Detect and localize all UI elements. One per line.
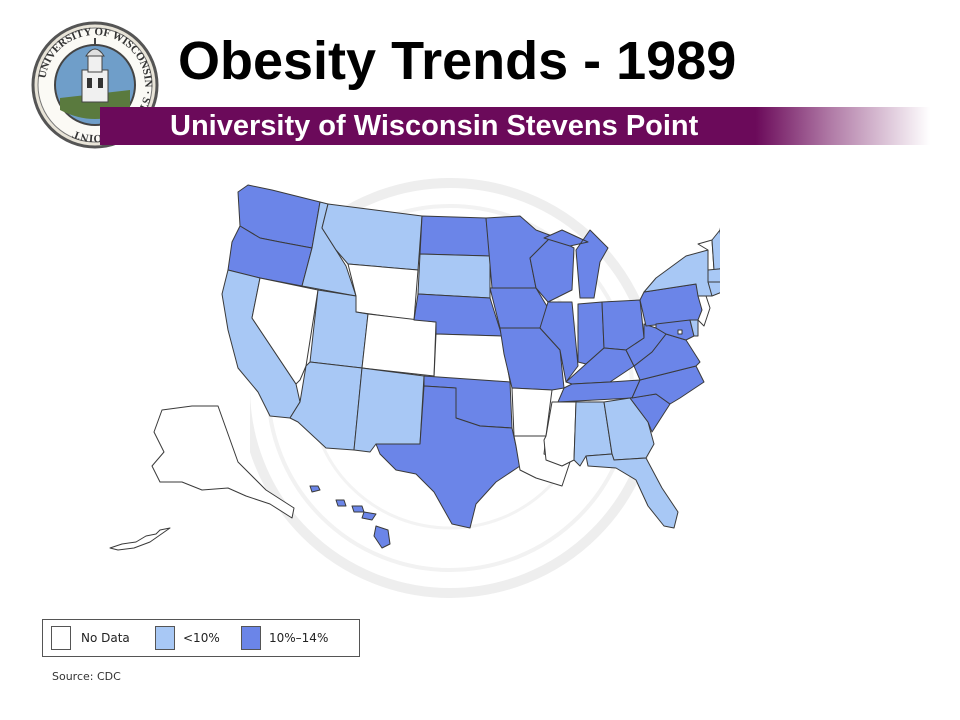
state-IA: [489, 287, 549, 329]
state-MA: [707, 268, 720, 283]
title-band: [100, 107, 930, 145]
state-AK: [151, 405, 295, 519]
state-CT: [707, 281, 720, 297]
state-WY: [347, 263, 419, 321]
state-DE: [689, 319, 699, 337]
legend-label-no-data: No Data: [81, 631, 130, 645]
legend-swatch-no-data: [51, 626, 71, 650]
state-DC: [677, 329, 683, 335]
map-legend: No Data <10% 10%–14%: [42, 619, 360, 657]
state-HI: [309, 485, 391, 549]
state-SD: [417, 253, 491, 299]
page-subtitle: University of Wisconsin Stevens Point: [170, 110, 699, 142]
legend-label-10-14: 10%–14%: [269, 631, 329, 645]
state-KS: [433, 333, 511, 383]
state-NH: [711, 229, 720, 271]
state-AK-islands: [109, 527, 171, 551]
state-MI: [543, 229, 609, 299]
legend-swatch-10-14: [241, 626, 261, 650]
state-AR: [511, 387, 553, 437]
state-FL: [585, 453, 679, 529]
source-note: Source: CDC: [52, 670, 121, 683]
page-title: Obesity Trends - 1989: [178, 31, 737, 91]
legend-label-lt10: <10%: [183, 631, 220, 645]
state-TX: [375, 385, 521, 529]
legend-swatch-lt10: [155, 626, 175, 650]
state-NM: [353, 367, 425, 453]
state-ND: [419, 215, 491, 257]
us-obesity-map: [109, 184, 720, 551]
state-CO: [361, 313, 437, 377]
